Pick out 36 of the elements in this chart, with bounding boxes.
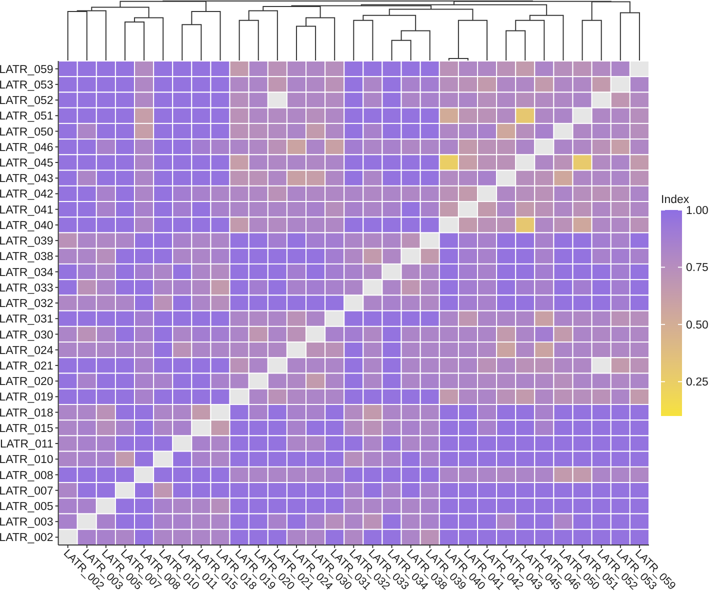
y-tick-label: LATR_024 bbox=[0, 344, 54, 357]
y-tick-label: LATR_018 bbox=[0, 407, 54, 420]
y-tick-label: LATR_059 bbox=[0, 64, 54, 76]
y-tick-label: LATR_051 bbox=[0, 110, 54, 123]
y-tick-label: LATR_046 bbox=[0, 142, 54, 154]
y-tick-label: LATR_015 bbox=[0, 422, 54, 435]
y-tick-label: LATR_011 bbox=[0, 438, 54, 451]
y-tick-label: LATR_040 bbox=[0, 220, 54, 232]
y-tick-label: LATR_008 bbox=[0, 470, 54, 482]
y-tick-label: LATR_002 bbox=[0, 532, 54, 544]
y-tick-label: LATR_053 bbox=[0, 79, 54, 92]
y-tick-label: LATR_052 bbox=[0, 95, 54, 108]
y-tick-label: LATR_003 bbox=[0, 516, 54, 529]
color-bar-label: 0.25 bbox=[686, 376, 708, 389]
y-tick-label: LATR_030 bbox=[0, 329, 54, 342]
y-tick-label: LATR_010 bbox=[0, 454, 54, 466]
y-tick-label: LATR_045 bbox=[0, 158, 54, 170]
y-tick-label: LATR_043 bbox=[0, 173, 54, 186]
y-tick-label: LATR_032 bbox=[0, 298, 54, 310]
color-bar-title: Index bbox=[661, 194, 690, 206]
y-tick-label: LATR_005 bbox=[0, 500, 54, 513]
color-bar-label: 0.50 bbox=[686, 319, 708, 332]
y-tick-label: LATR_020 bbox=[0, 376, 54, 388]
y-tick-label: LATR_033 bbox=[0, 282, 54, 294]
y-tick-label: LATR_021 bbox=[0, 360, 54, 372]
y-tick-label: LATR_041 bbox=[0, 204, 54, 216]
y-tick-label: LATR_039 bbox=[0, 236, 54, 248]
y-tick-label: LATR_042 bbox=[0, 188, 54, 201]
y-tick-label: LATR_038 bbox=[0, 251, 54, 264]
y-tick-label: LATR_050 bbox=[0, 126, 54, 138]
y-tick-label: LATR_034 bbox=[0, 266, 54, 279]
y-tick-label: LATR_007 bbox=[0, 485, 54, 498]
y-tick-label: LATR_019 bbox=[0, 392, 54, 404]
color-bar-label: 1.00 bbox=[686, 205, 708, 218]
color-bar-label: 0.75 bbox=[686, 262, 708, 274]
y-tick-label: LATR_031 bbox=[0, 314, 54, 326]
